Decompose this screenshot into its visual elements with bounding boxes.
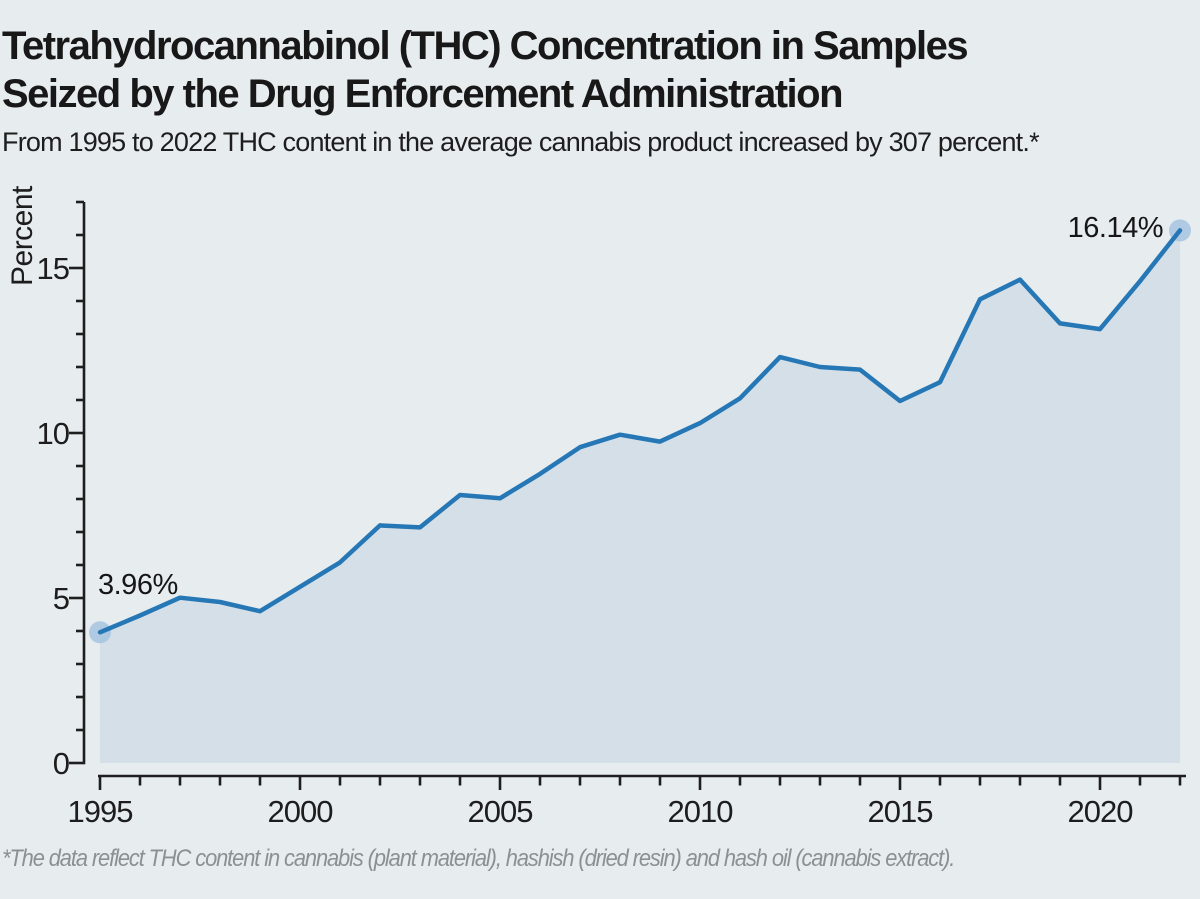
title-line-1: Tetrahydrocannabinol (THC) Concentration… — [2, 24, 969, 68]
x-tick-label: 2015 — [868, 794, 933, 829]
x-tick-label: 2000 — [268, 794, 334, 829]
x-tick-label: 2020 — [1068, 794, 1134, 829]
page-title: Tetrahydrocannabinol (THC) Concentration… — [2, 22, 1192, 118]
footnote: *The data reflect THC content in cannabi… — [2, 845, 955, 872]
y-axis-title: Percent — [6, 186, 39, 286]
x-tick-label: 2005 — [468, 794, 533, 829]
trend-line — [97, 228, 1183, 635]
y-tick-label: 5 — [53, 581, 69, 616]
y-tick-label: 0 — [53, 746, 70, 781]
chart-subtitle: From 1995 to 2022 THC content in the ave… — [2, 127, 1040, 157]
y-tick-label: 15 — [37, 251, 69, 286]
title-line-2: Seized by the Drug Enforcement Administr… — [2, 72, 844, 116]
area-fill — [100, 230, 1180, 763]
x-tick-label: 2010 — [668, 794, 734, 829]
last-point-label: 16.14% — [1067, 212, 1164, 244]
first-point-label: 3.96% — [98, 569, 178, 601]
y-tick-label: 10 — [37, 416, 70, 451]
x-tick-label: 1995 — [68, 794, 133, 829]
